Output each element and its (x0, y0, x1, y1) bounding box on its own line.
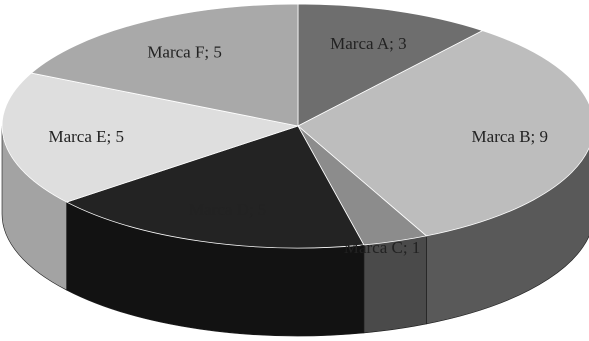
data-label-marca-f: Marca F; 5 (147, 43, 222, 62)
pie-slice-marca-a (297, 3, 484, 127)
data-label-marca-a: Marca A; 3 (330, 34, 406, 53)
pie-slice-marca-e (1, 72, 300, 203)
pie-slice-marca-f (30, 3, 299, 127)
pie-depth-sides (1, 125, 589, 337)
pie-slice-marca-d (65, 125, 365, 249)
pie-slice-marca-b (297, 30, 589, 237)
data-label-marca-e: Marca E; 5 (48, 127, 124, 146)
pie-top-slices (1, 3, 589, 249)
data-label-marca-c: Marca C; 1 (344, 238, 420, 257)
data-label-marca-d: Marca D; 5 (189, 200, 266, 219)
pie-data-labels: Marca A; 3 Marca B; 9 Marca C; 1 Marca D; 5… (48, 34, 548, 257)
data-label-marca-b: Marca B; 9 (472, 127, 548, 146)
